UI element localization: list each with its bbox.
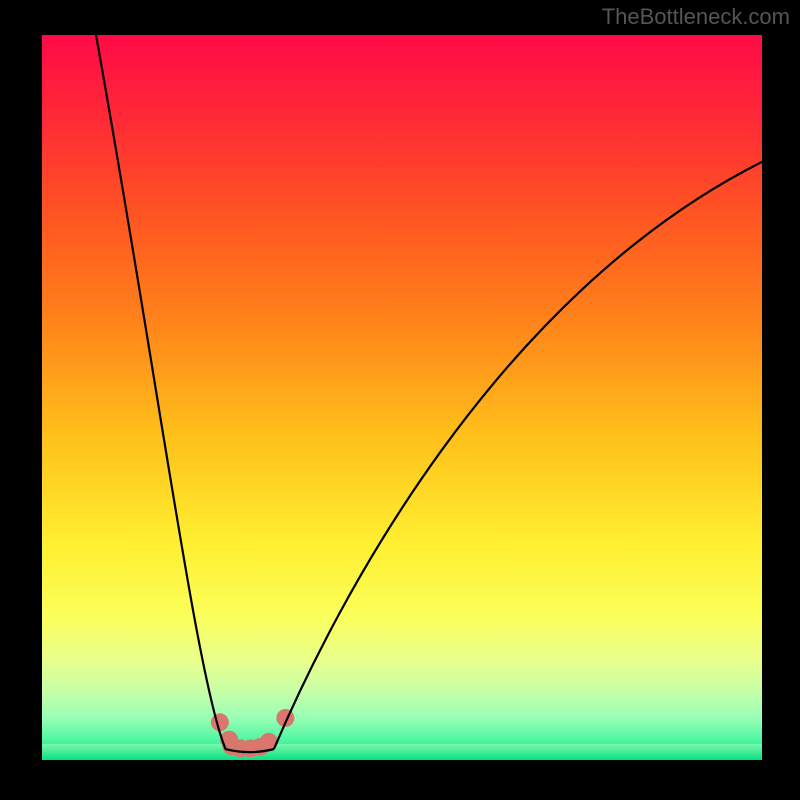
data-marker	[211, 713, 229, 731]
bottleneck-curves	[42, 35, 762, 760]
chart-container: TheBottleneck.com	[0, 0, 800, 800]
watermark-text: TheBottleneck.com	[602, 4, 790, 30]
plot-area	[42, 35, 762, 760]
right-curve	[274, 162, 762, 749]
left-curve	[96, 35, 274, 752]
